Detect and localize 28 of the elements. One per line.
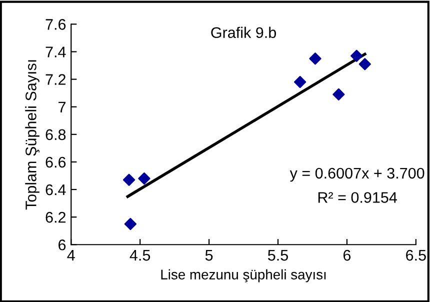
- y-tick-label: 6.4: [46, 184, 66, 196]
- point: [138, 172, 150, 185]
- y-tick-label: 7.4: [46, 46, 66, 58]
- x-axis-title: Lise mezunu şüpheli sayısı: [161, 269, 326, 282]
- annotation: R² = 0.9154: [318, 192, 397, 203]
- y-tick-label: 7.2: [46, 74, 66, 85]
- point: [350, 50, 363, 62]
- point: [309, 52, 322, 65]
- point: [122, 174, 136, 186]
- point: [294, 76, 306, 88]
- x-tick-label: 6: [343, 250, 351, 261]
- x-tick-label: 6.5: [406, 250, 426, 261]
- y-tick-label: 6.2: [46, 212, 66, 223]
- x-tick-label: 5: [205, 250, 213, 261]
- x-tick-label: 5.5: [268, 250, 288, 261]
- point: [332, 88, 345, 101]
- y-axis-title: Toplam Şüpheli Sayısı: [25, 60, 40, 210]
- y-tick-label: 7.6: [46, 19, 66, 30]
- y-tick-label: 6: [58, 239, 66, 250]
- y-tick-label: 6.6: [46, 156, 66, 168]
- y-tick-label: 6.8: [46, 129, 66, 140]
- y-tick-label: 7: [58, 102, 66, 112]
- point: [124, 218, 136, 230]
- chart-title: Grafik 9.b: [211, 26, 276, 38]
- annotation: y = 0.6007x + 3.700: [290, 168, 424, 182]
- x-tick-label: 4: [67, 250, 75, 261]
- x-tick-label: 4.5: [130, 250, 150, 261]
- point: [358, 58, 371, 70]
